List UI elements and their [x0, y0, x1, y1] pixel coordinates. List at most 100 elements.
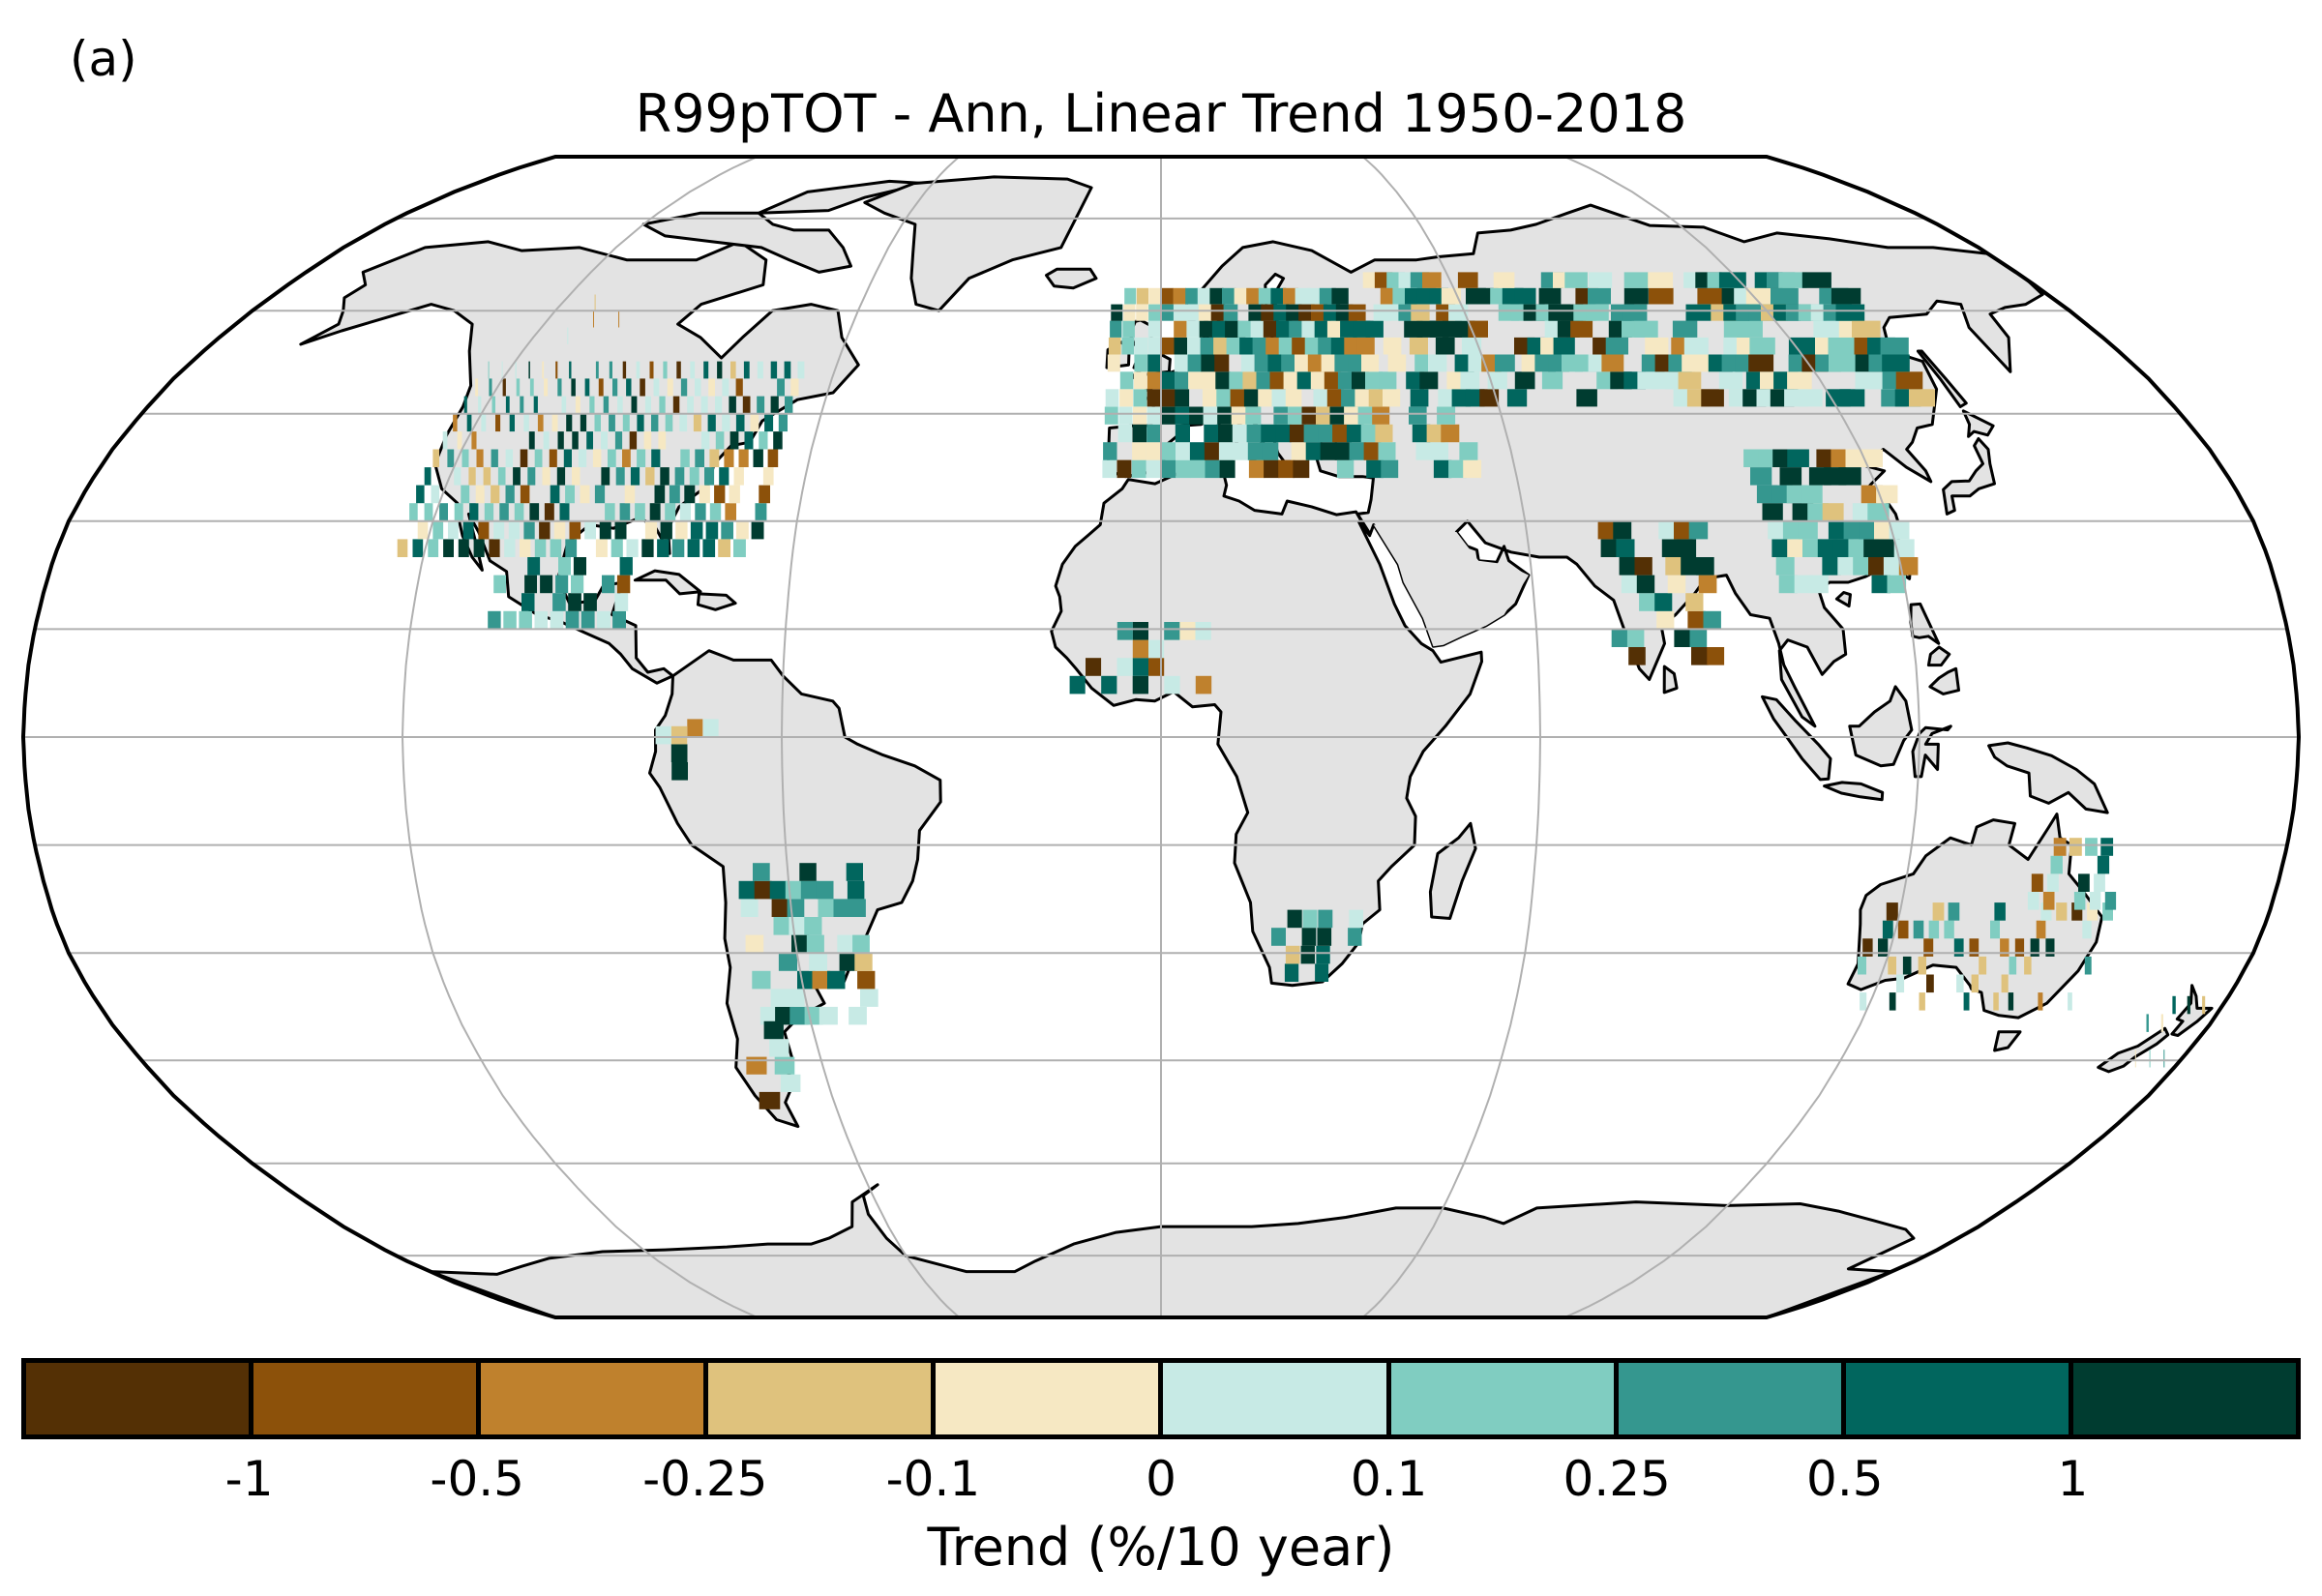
trend-cell: [1316, 945, 1330, 964]
trend-cell: [1681, 557, 1699, 576]
trend-cell: [1336, 459, 1354, 479]
trend-cell: [1161, 287, 1174, 305]
trend-cell: [516, 378, 521, 397]
trend-cell: [513, 467, 521, 486]
trend-cell: [1750, 467, 1772, 486]
trend-cell: [1745, 287, 1773, 305]
land-new-guinea: [1987, 741, 2109, 814]
colorbar-swatch: [253, 1363, 482, 1434]
trend-cell: [618, 310, 620, 328]
trend-cell: [1979, 956, 1987, 975]
trend-cell: [1993, 992, 1999, 1011]
trend-cell: [2078, 873, 2090, 892]
trend-cell: [1768, 520, 1788, 540]
trend-cell: [1361, 354, 1380, 372]
trend-cell: [2146, 1014, 2149, 1032]
trend-cell: [819, 1006, 838, 1025]
trend-cell: [1775, 557, 1795, 576]
trend-cell: [1146, 406, 1161, 425]
trend-cell: [2187, 995, 2190, 1015]
trend-cell: [729, 396, 736, 414]
trend-cell: [571, 575, 584, 594]
graticule: [23, 157, 2299, 1317]
trend-cell: [1880, 337, 1909, 355]
trend-cell: [520, 449, 528, 467]
trend-cell: [1316, 406, 1333, 425]
trend-cell: [1381, 459, 1399, 479]
trend-cell: [1918, 956, 1926, 975]
trend-cell: [1896, 974, 1905, 993]
trend-cell: [1133, 371, 1147, 390]
trend-cell: [1948, 902, 1960, 921]
trend-cell: [1295, 287, 1311, 305]
trend-cell: [1230, 389, 1246, 407]
trend-cell: [1121, 337, 1135, 355]
trend-cell: [1146, 459, 1161, 479]
trend-cell: [1963, 992, 1970, 1011]
trend-cell: [580, 610, 595, 630]
trend-cell: [495, 413, 501, 432]
trend-cell: [1161, 442, 1176, 460]
trend-cell: [1202, 371, 1217, 390]
colorbar-tick-label: 0: [1146, 1451, 1176, 1507]
trend-cell: [544, 378, 549, 397]
trend-cell: [1285, 389, 1302, 407]
trend-cell: [442, 431, 448, 450]
trend-cell: [622, 449, 631, 467]
trend-cell: [1218, 424, 1234, 443]
trend-cell: [1301, 928, 1317, 946]
trend-cell: [785, 396, 793, 414]
trend-cell: [1348, 304, 1366, 321]
trend-cell: [715, 396, 723, 414]
colorbar-tick-label: -0.5: [430, 1451, 524, 1507]
trend-cell: [2038, 992, 2043, 1011]
trend-cell: [751, 520, 764, 540]
trend-cell: [708, 378, 715, 397]
trend-cell: [1146, 371, 1161, 390]
trend-cell: [2134, 1049, 2136, 1068]
trend-cell: [478, 396, 482, 414]
trend-cell: [1356, 337, 1375, 355]
land-visayas: [1926, 645, 1951, 667]
trend-cell: [1201, 354, 1216, 372]
trend-cell: [1175, 424, 1190, 443]
trend-cell: [773, 917, 791, 935]
trend-cell: [1882, 920, 1893, 939]
trend-cell: [567, 327, 569, 344]
trend-cell: [1108, 337, 1121, 355]
trend-cell: [489, 378, 492, 397]
trend-cell: [1688, 520, 1709, 540]
trend-cell: [1187, 337, 1202, 355]
colorbar-label: Trend (%/10 year): [927, 1517, 1395, 1578]
trend-cell: [1123, 304, 1136, 321]
trend-cell: [1969, 938, 1980, 957]
trend-cell: [528, 431, 535, 450]
trend-cell: [657, 539, 670, 557]
trend-cell: [1838, 467, 1861, 486]
trend-cell: [1623, 272, 1649, 288]
trend-cell: [757, 396, 765, 414]
trend-cell: [566, 413, 573, 432]
trend-cell: [1301, 320, 1319, 338]
trend-cell: [2014, 938, 2025, 957]
land-sakhalin: [1916, 349, 1968, 408]
trend-cell: [584, 378, 590, 397]
trend-cell: [1133, 389, 1147, 407]
trend-cell: [1648, 272, 1674, 288]
trend-cell: [2008, 992, 2014, 1011]
trend-cell: [687, 539, 700, 557]
trend-cell: [1426, 424, 1445, 443]
trend-cell: [1131, 459, 1146, 479]
trend-cell: [2045, 938, 2055, 957]
trend-cell: [679, 413, 688, 432]
trend-cell: [1102, 459, 1116, 479]
trend-cell: [786, 989, 805, 1007]
trend-cell: [1286, 304, 1302, 321]
trend-cell: [432, 520, 444, 540]
trend-cell: [1216, 389, 1232, 407]
trend-cell: [800, 880, 819, 900]
trend-cell: [1409, 337, 1428, 355]
trend-cell: [424, 467, 432, 486]
trend-cell: [457, 431, 462, 450]
land-sri-lanka: [1662, 665, 1679, 695]
